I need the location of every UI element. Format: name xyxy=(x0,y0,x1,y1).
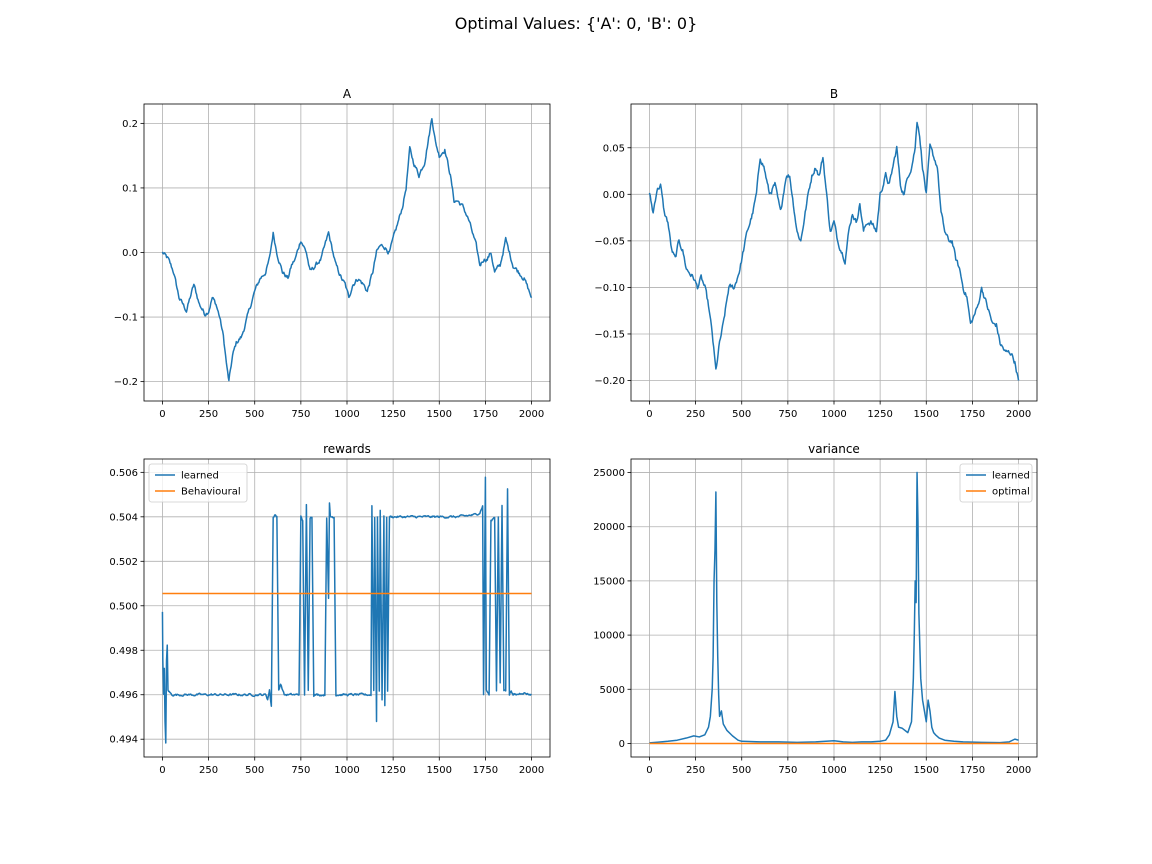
y-tick-label: 0.0 xyxy=(122,248,138,259)
x-tick-label: 250 xyxy=(199,409,218,420)
y-tick-label: 0.502 xyxy=(109,557,138,568)
x-tick-label: 1000 xyxy=(821,765,846,776)
x-tick-label: 2000 xyxy=(519,409,544,420)
x-tick-label: 250 xyxy=(686,765,705,776)
y-tick-label: −0.20 xyxy=(594,376,625,387)
series-line-learned xyxy=(161,476,532,744)
y-tick-label: 0.496 xyxy=(109,690,138,701)
y-tick-label: 25000 xyxy=(593,468,625,479)
y-tick-label: −0.15 xyxy=(594,329,625,340)
x-tick-label: 750 xyxy=(291,409,310,420)
x-tick-label: 1250 xyxy=(867,409,892,420)
x-tick-label: 1750 xyxy=(960,409,985,420)
legend-label: optimal xyxy=(992,487,1030,498)
x-tick-label: 0 xyxy=(159,409,165,420)
subplots: 0 250 500 750 1000 1250 1500 1750 2000 −0.2 −0.1 0.… xyxy=(109,87,1038,776)
subplot-A: 0 250 500 750 1000 1250 1500 1750 2000 −0.2 −0.1 0.… xyxy=(114,87,551,420)
x-tick-label: 1500 xyxy=(427,409,452,420)
subplot-B: 0 250 500 750 1000 1250 1500 1750 2000 −0.20 −0.15… xyxy=(594,87,1038,420)
x-tick-label: 750 xyxy=(778,409,797,420)
legend-label: learned xyxy=(181,471,219,482)
x-tick-label: 500 xyxy=(732,409,751,420)
y-tick-label: 0.494 xyxy=(109,735,138,746)
x-tick-label: 1000 xyxy=(334,409,359,420)
x-tick-label: 500 xyxy=(245,409,264,420)
legend: learned Behavioural xyxy=(148,463,248,503)
x-tick-label: 0 xyxy=(646,765,652,776)
x-tick-label: 1500 xyxy=(427,765,452,776)
x-tick-label: 1750 xyxy=(960,765,985,776)
legend-box xyxy=(959,463,1033,503)
x-tick-label: 0 xyxy=(646,409,652,420)
y-tick-label: 0 xyxy=(619,739,625,750)
legend: learned optimal xyxy=(959,463,1033,503)
subplot-title: A xyxy=(343,87,352,101)
x-tick-label: 1750 xyxy=(473,409,498,420)
x-tick-label: 1500 xyxy=(914,765,939,776)
y-tick-label: 20000 xyxy=(593,522,625,533)
series-group xyxy=(161,476,532,744)
x-tick-label: 250 xyxy=(686,409,705,420)
legend-label: learned xyxy=(992,471,1030,482)
y-tick-label: 0.498 xyxy=(109,646,138,657)
x-tick-label: 1000 xyxy=(334,765,359,776)
subplot-title: rewards xyxy=(323,442,371,456)
subplot-title: variance xyxy=(808,442,860,456)
y-tick-label: 0.00 xyxy=(603,190,625,201)
y-tick-label: −0.2 xyxy=(114,377,138,388)
figure-suptitle: Optimal Values: {'A': 0, 'B': 0} xyxy=(455,14,698,33)
y-tick-label: 0.506 xyxy=(109,468,138,479)
x-tick-label: 1500 xyxy=(914,409,939,420)
y-tick-label: 0.1 xyxy=(122,183,138,194)
y-tick-label: 5000 xyxy=(600,685,625,696)
series-line-learned xyxy=(649,471,1019,744)
x-tick-label: 2000 xyxy=(1006,409,1031,420)
x-tick-label: 1000 xyxy=(821,409,846,420)
y-tick-label: −0.10 xyxy=(594,283,625,294)
x-tick-label: 500 xyxy=(732,765,751,776)
y-tick-label: 10000 xyxy=(593,631,625,642)
x-tick-label: 250 xyxy=(199,765,218,776)
x-tick-label: 1250 xyxy=(380,409,405,420)
series-group xyxy=(649,471,1019,745)
y-tick-label: 15000 xyxy=(593,576,625,587)
x-tick-label: 1250 xyxy=(380,765,405,776)
x-tick-label: 1250 xyxy=(867,765,892,776)
x-tick-label: 750 xyxy=(291,765,310,776)
y-tick-label: 0.05 xyxy=(603,143,625,154)
legend-box xyxy=(148,463,248,503)
series-group xyxy=(161,117,533,382)
x-tick-label: 750 xyxy=(778,765,797,776)
x-tick-label: 2000 xyxy=(1006,765,1031,776)
subplot-rewards: 0 250 500 750 1000 1250 1500 1750 2000 0.494 0.496… xyxy=(109,442,551,776)
legend-label: Behavioural xyxy=(181,487,241,498)
x-tick-label: 500 xyxy=(245,765,264,776)
series-line-b xyxy=(648,121,1020,381)
y-tick-label: 0.504 xyxy=(109,512,138,523)
y-tick-label: −0.1 xyxy=(114,313,138,324)
y-tick-label: −0.05 xyxy=(594,236,625,247)
x-tick-label: 2000 xyxy=(519,765,544,776)
series-line-a xyxy=(161,117,533,382)
x-tick-label: 1750 xyxy=(473,765,498,776)
y-tick-label: 0.2 xyxy=(122,119,138,130)
series-group xyxy=(648,121,1020,381)
subplot-variance: 0 250 500 750 1000 1250 1500 1750 20000500010000… xyxy=(593,442,1038,776)
x-tick-label: 0 xyxy=(159,765,165,776)
subplot-title: B xyxy=(830,87,838,101)
y-tick-label: 0.500 xyxy=(109,601,138,612)
